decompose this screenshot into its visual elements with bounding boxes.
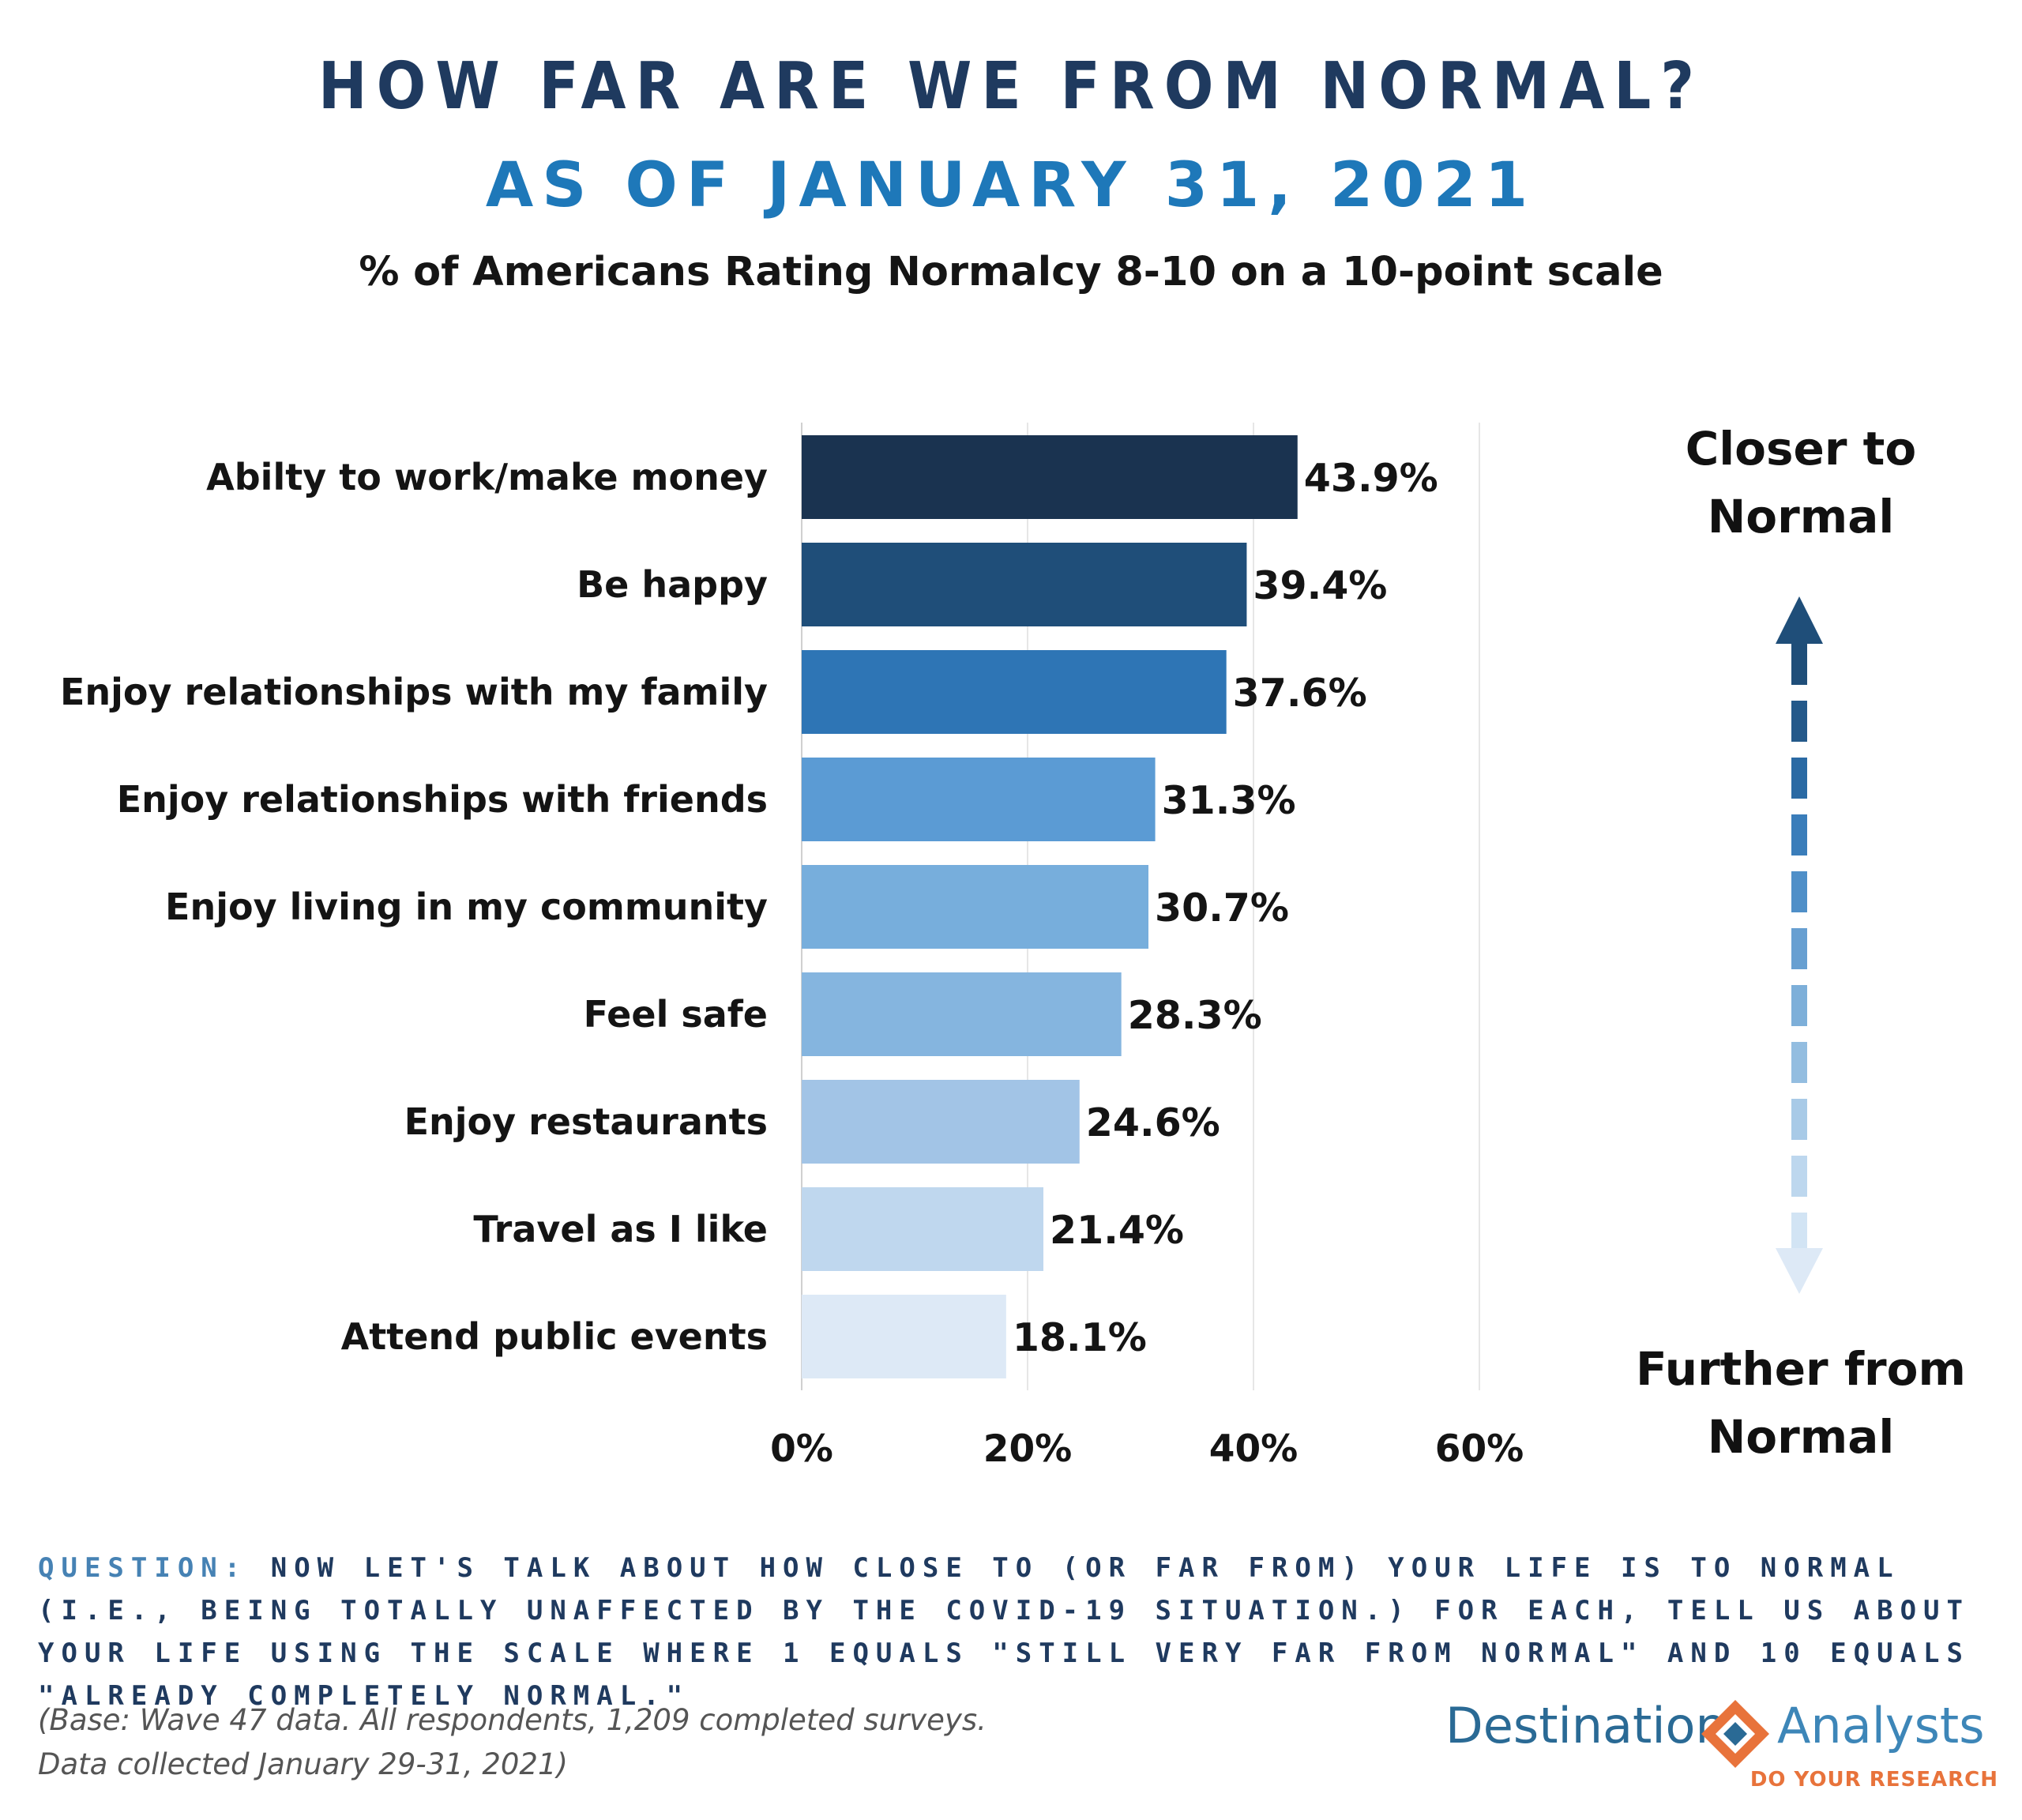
arrow-dash [1791,701,1807,742]
chart-title: HOW FAR ARE WE FROM NORMAL? [318,49,1704,124]
chart-subtitle: AS OF JANUARY 31, 2021 [485,150,1537,221]
arrow-dash [1791,758,1807,799]
logo-tagline: DO YOUR RESEARCH [1750,1768,1998,1792]
category-label: Abilty to work/make money [206,456,768,498]
arrow-dash [1791,985,1807,1026]
bar [802,1187,1044,1271]
arrow-dash [1791,1042,1807,1083]
data-label: 24.6% [1086,1100,1220,1145]
category-label: Attend public events [341,1315,768,1358]
bar [802,650,1227,734]
arrow-dash [1791,871,1807,912]
arrow-dash [1791,644,1807,685]
category-label: Enjoy restaurants [404,1100,768,1143]
data-label: 31.3% [1162,778,1296,823]
x-tick-label: 60% [1435,1427,1524,1471]
x-tick-label: 20% [983,1427,1073,1471]
diamond-logo-icon [1701,1700,1769,1768]
logo-name-right: Analysts [1777,1697,1985,1754]
survey-question: QUESTION: NOW LET'S TALK ABOUT HOW CLOSE… [38,1547,1989,1717]
data-label: 43.9% [1304,456,1438,501]
arrow-dash [1791,1099,1807,1140]
data-label: 28.3% [1128,993,1262,1038]
data-label: 21.4% [1050,1208,1184,1253]
question-label: QUESTION: [38,1552,248,1584]
bar [802,1080,1080,1164]
category-label: Feel safe [584,993,768,1036]
logo-name-left: Destination [1445,1697,1727,1754]
bar [802,865,1149,949]
further-from-normal-label: Further from Normal [1636,1342,1966,1464]
base-note: (Base: Wave 47 data. All respondents, 1,… [38,1703,987,1781]
bar [802,972,1122,1056]
data-label: 18.1% [1013,1315,1147,1360]
x-tick-label: 0% [770,1427,833,1471]
data-label: 30.7% [1155,886,1289,931]
question-text: NOW LET'S TALK ABOUT HOW CLOSE TO (OR FA… [38,1552,1970,1712]
arrow-dash [1791,1156,1807,1197]
category-label: Enjoy relationships with friends [117,778,768,821]
bar [802,1295,1006,1378]
category-label: Enjoy living in my community [165,886,768,928]
arrow-down-head-icon [1776,1248,1823,1294]
arrow-dash [1791,928,1807,969]
x-tick-label: 40% [1209,1427,1299,1471]
bar [802,435,1298,519]
bar [802,758,1156,841]
arrow-dash [1791,1213,1807,1254]
destination-analysts-logo: Destination Analysts DO YOUR RESEARCH [1445,1697,1998,1799]
category-label: Travel as I like [473,1208,768,1250]
bar [802,543,1247,626]
category-label: Enjoy relationships with my family [60,671,768,713]
data-label: 39.4% [1253,563,1387,608]
arrow-dash [1791,814,1807,855]
data-label: 37.6% [1233,671,1367,716]
closer-to-normal-label: Closer to Normal [1685,422,1917,543]
category-label: Be happy [577,563,768,606]
arrow-up-head-icon [1776,596,1823,644]
chart-caption: % of Americans Rating Normalcy 8-10 on a… [359,249,1663,295]
